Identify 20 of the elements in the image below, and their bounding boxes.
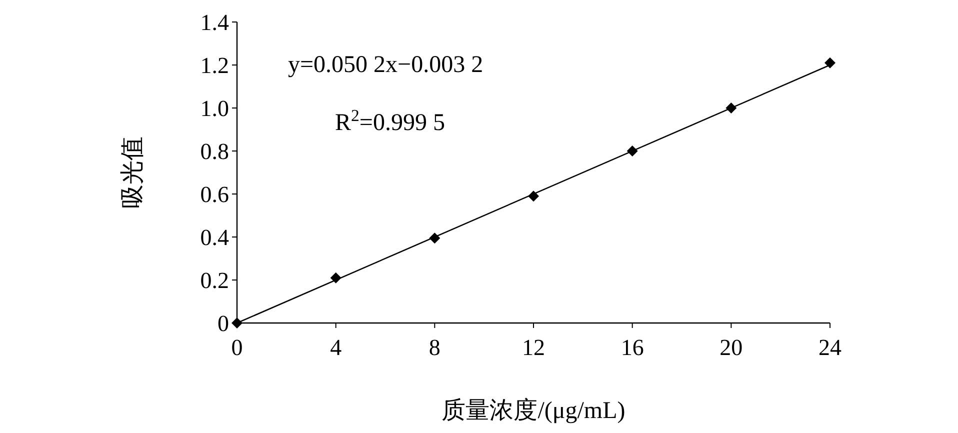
x-tick-label: 8	[428, 335, 440, 360]
annotation: y=0.050 2x−0.003 2	[288, 52, 484, 78]
x-axis-title: 质量浓度/(μg/mL)	[442, 397, 626, 424]
x-tick-label: 4	[330, 335, 342, 360]
x-tick-label: 16	[620, 335, 644, 360]
point	[232, 318, 242, 328]
y-tick-label: 0.6	[200, 182, 229, 207]
y-tick-label: 1.4	[200, 10, 230, 35]
x-tick-label: 12	[522, 335, 545, 360]
x-tick-label: 24	[818, 335, 842, 360]
y-tick-label: 1.0	[200, 96, 229, 121]
y-tick-label: 0	[218, 311, 229, 336]
y-tick-label: 0.4	[200, 225, 230, 250]
point	[824, 57, 836, 68]
y-axis-title: 吸光值	[120, 136, 146, 208]
y-tick-label: 0.2	[200, 268, 229, 293]
y-tick-label: 0.8	[200, 139, 229, 164]
x-tick-label: 20	[720, 335, 743, 360]
annotation: R$^{2}$=0.999 5	[335, 106, 445, 136]
y-tick-label: 1.2	[200, 53, 229, 78]
